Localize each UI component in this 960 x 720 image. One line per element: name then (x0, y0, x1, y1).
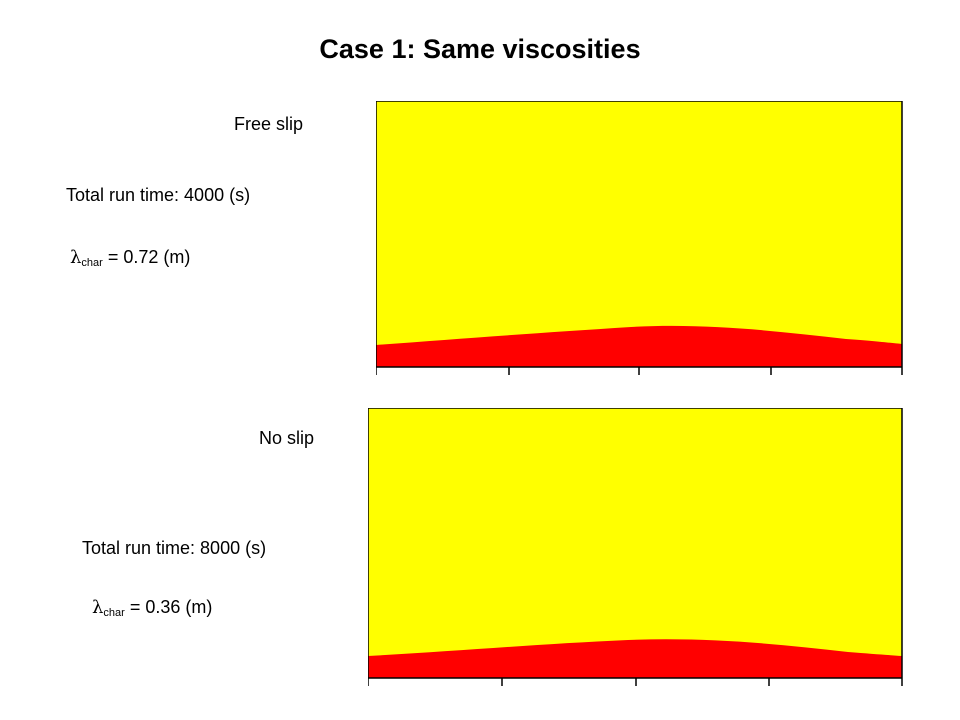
lower-fluid-region (376, 325, 902, 367)
lambda-char-label-no-slip: λchar = 0.36 (m) (92, 597, 212, 619)
lambda-subscript: char (103, 607, 125, 619)
simulation-panel-free-slip (376, 101, 906, 377)
simulation-image-free-slip (376, 101, 903, 375)
lambda-char-label-free-slip: λchar = 0.72 (m) (70, 247, 190, 269)
lower-fluid-region (368, 639, 902, 678)
simulation-image-no-slip (368, 408, 903, 686)
lambda-value: = 0.36 (m) (124, 597, 213, 617)
no-slip-label: No slip (259, 428, 315, 448)
run-time-label-no-slip: Total run time: 8000 (s) (82, 538, 267, 558)
simulation-panel-no-slip (368, 408, 906, 690)
lambda-symbol: λ (92, 597, 104, 618)
upper-fluid-region (376, 101, 902, 367)
lambda-value: = 0.72 (m) (102, 247, 191, 267)
lambda-symbol: λ (70, 247, 82, 268)
lambda-subscript: char (81, 257, 103, 269)
upper-fluid-region (368, 408, 902, 678)
page-title: Case 1: Same viscosities (319, 34, 641, 64)
free-slip-label: Free slip (234, 114, 304, 134)
run-time-label-free-slip: Total run time: 4000 (s) (66, 185, 251, 205)
